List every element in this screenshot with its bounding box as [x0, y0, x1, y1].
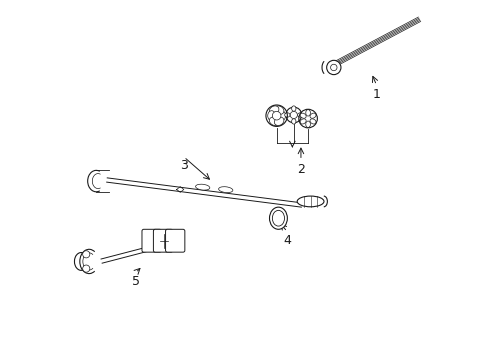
Ellipse shape — [297, 113, 302, 117]
Ellipse shape — [269, 117, 278, 126]
Ellipse shape — [309, 113, 315, 118]
Circle shape — [326, 60, 340, 75]
Circle shape — [272, 111, 281, 120]
Ellipse shape — [284, 113, 289, 117]
Circle shape — [285, 107, 301, 123]
Ellipse shape — [277, 111, 285, 121]
Ellipse shape — [272, 210, 284, 226]
Ellipse shape — [305, 110, 310, 116]
Ellipse shape — [269, 207, 287, 229]
Circle shape — [330, 64, 336, 71]
Ellipse shape — [218, 187, 232, 193]
FancyBboxPatch shape — [165, 229, 184, 252]
Text: 1: 1 — [372, 88, 380, 101]
Ellipse shape — [274, 117, 284, 126]
Text: 4: 4 — [283, 234, 291, 247]
Ellipse shape — [305, 121, 310, 127]
FancyBboxPatch shape — [142, 229, 161, 252]
Circle shape — [82, 265, 90, 272]
Text: 5: 5 — [131, 275, 139, 288]
Ellipse shape — [291, 106, 295, 111]
Ellipse shape — [269, 106, 278, 114]
Ellipse shape — [274, 106, 284, 114]
Circle shape — [290, 111, 297, 118]
Ellipse shape — [297, 196, 324, 207]
Ellipse shape — [300, 119, 305, 124]
Ellipse shape — [300, 113, 305, 118]
Ellipse shape — [195, 184, 209, 190]
Ellipse shape — [291, 119, 295, 124]
Ellipse shape — [267, 111, 275, 121]
Circle shape — [82, 251, 90, 258]
Text: 2: 2 — [296, 163, 304, 176]
Ellipse shape — [309, 119, 315, 124]
Text: 3: 3 — [180, 159, 187, 172]
FancyBboxPatch shape — [153, 229, 172, 252]
